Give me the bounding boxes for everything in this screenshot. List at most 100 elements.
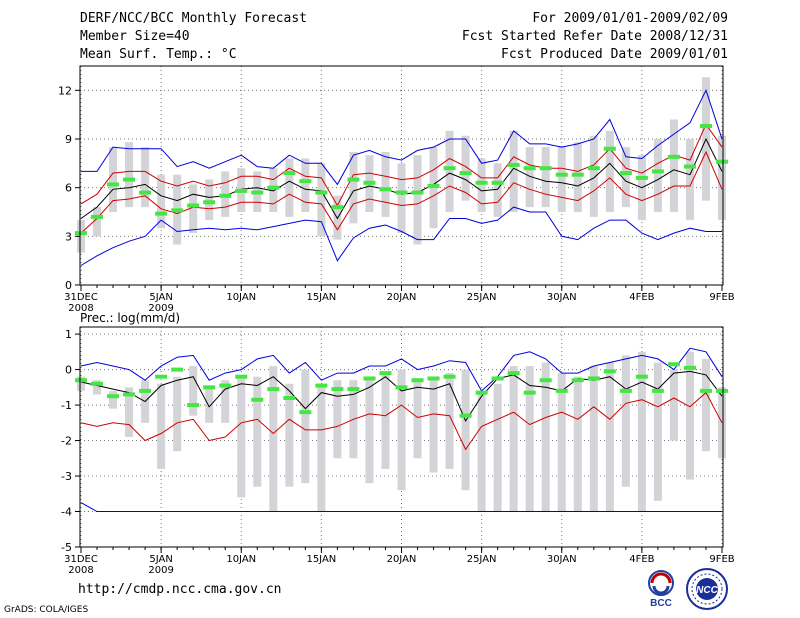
ensemble-box: [605, 362, 614, 512]
median-marker: [187, 203, 200, 208]
min-line: [80, 206, 722, 266]
median-marker: [235, 374, 248, 379]
median-marker: [699, 388, 712, 393]
ensemble-box: [445, 373, 454, 469]
ensemble-box: [557, 373, 566, 512]
y-tick-label: 0: [65, 364, 72, 377]
ensemble-box: [205, 179, 214, 221]
x-tick-year-label: 2008: [68, 565, 93, 576]
ensemble-box: [77, 220, 85, 253]
bcc-logo-text: BCC: [650, 598, 672, 609]
median-marker: [123, 392, 136, 397]
median-marker: [587, 376, 600, 381]
median-marker: [331, 387, 344, 392]
median-marker: [603, 369, 616, 374]
median-marker: [171, 367, 184, 372]
ensemble-box: [701, 358, 710, 452]
median-marker: [683, 365, 696, 370]
member-size: Member Size=40: [80, 29, 190, 44]
x-tick-label: 30JAN: [547, 554, 577, 565]
ensemble-box: [509, 366, 518, 512]
y-tick-label: 1: [65, 328, 72, 341]
median-marker: [507, 371, 520, 376]
median-marker: [459, 413, 472, 418]
ensemble-box: [685, 351, 694, 480]
x-tick-label: 15JAN: [306, 292, 336, 303]
median-marker: [716, 159, 728, 164]
x-tick-label: 30JAN: [547, 292, 577, 303]
ensemble-box: [509, 130, 518, 212]
source-url[interactable]: http://cmdp.ncc.cma.gov.cn: [78, 582, 282, 597]
median-marker: [635, 374, 648, 379]
median-marker: [539, 378, 552, 383]
median-marker: [379, 187, 392, 192]
x-tick-label: 10JAN: [226, 554, 256, 565]
ensemble-box: [365, 376, 374, 484]
median-marker: [315, 190, 328, 195]
median-marker: [651, 388, 664, 393]
median-marker: [347, 177, 360, 182]
x-tick-label: 31DEC: [64, 292, 98, 303]
ensemble-box: [493, 383, 502, 512]
ensemble-box: [413, 380, 422, 459]
median-marker: [379, 371, 392, 376]
ensemble-box: [429, 376, 438, 473]
median-marker: [716, 388, 728, 393]
ncc-logo-text: NCC: [696, 585, 718, 596]
ensemble-box: [157, 174, 166, 229]
median-marker: [619, 388, 632, 393]
y-tick-label: 0: [65, 279, 72, 292]
forecast-produced-date: Fcst Produced Date 2009/01/01: [501, 47, 728, 62]
x-tick-label: 25JAN: [467, 554, 497, 565]
ensemble-box: [269, 168, 278, 212]
ensemble-box: [477, 390, 486, 512]
max-line: [80, 347, 723, 392]
x-tick-label: 10JAN: [226, 292, 256, 303]
ensemble-box: [285, 383, 294, 487]
median-marker: [283, 171, 296, 176]
median-marker: [187, 403, 200, 408]
median-marker: [571, 378, 584, 383]
ensemble-box: [317, 387, 326, 512]
x-tick-label: 31DEC: [64, 554, 98, 565]
ensemble-box: [589, 135, 598, 217]
ensemble-box: [125, 387, 134, 437]
ensemble-box: [109, 390, 118, 409]
median-marker: [315, 383, 328, 388]
median-marker: [107, 394, 120, 399]
median-marker: [155, 374, 168, 379]
median-marker: [363, 180, 376, 185]
ensemble-box: [381, 373, 390, 469]
median-marker: [427, 184, 440, 189]
ensemble-box: [413, 155, 422, 245]
ensemble-box: [605, 130, 614, 212]
median-marker: [427, 376, 440, 381]
median-marker: [699, 124, 712, 129]
median-marker: [203, 385, 216, 390]
ensemble-box: [237, 376, 246, 498]
median-marker: [251, 397, 264, 402]
ensemble-box: [317, 163, 326, 237]
ensemble-box: [637, 351, 646, 512]
ensemble-box: [589, 366, 598, 512]
median-marker: [603, 146, 616, 151]
min-line: [80, 502, 722, 512]
median-marker: [683, 164, 696, 169]
ensemble-box: [141, 147, 150, 208]
ensemble-box: [301, 158, 310, 212]
median-marker: [331, 205, 344, 210]
median-marker: [395, 385, 408, 390]
y-tick-label: -5: [61, 541, 72, 554]
x-tick-label: 9FEB: [709, 554, 734, 565]
y-tick-label: -3: [61, 470, 72, 483]
median-marker: [459, 171, 472, 176]
ensemble-box: [445, 130, 454, 212]
median-marker: [91, 214, 104, 219]
ensemble-box: [525, 147, 534, 208]
median-marker: [123, 177, 136, 182]
median-marker: [523, 166, 536, 171]
x-tick-label: 4FEB: [629, 554, 654, 565]
median-marker: [667, 154, 680, 159]
ensemble-box: [285, 158, 294, 217]
